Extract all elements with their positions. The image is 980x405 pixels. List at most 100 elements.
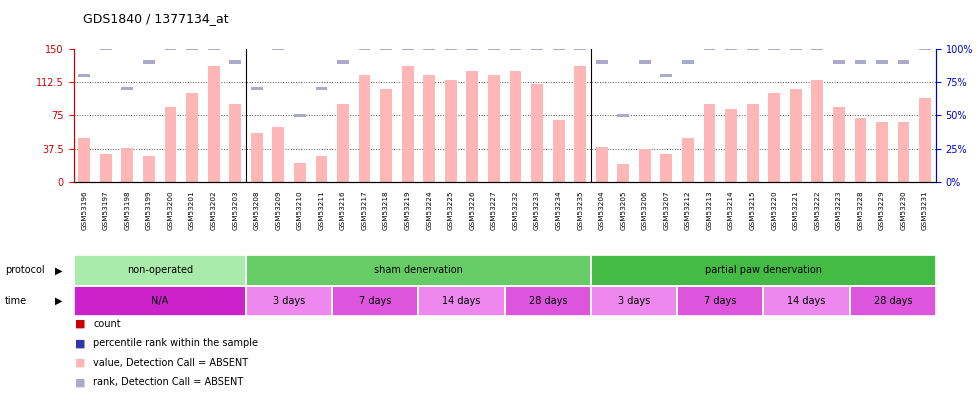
Bar <box>682 138 694 182</box>
Text: percentile rank within the sample: percentile rank within the sample <box>93 339 258 348</box>
Bar <box>466 47 478 50</box>
Bar <box>78 138 90 182</box>
Bar <box>747 47 759 50</box>
Text: 3 days: 3 days <box>618 296 650 306</box>
Bar <box>704 104 715 182</box>
Text: ■: ■ <box>75 358 86 368</box>
Text: 3 days: 3 days <box>273 296 305 306</box>
Bar <box>165 107 176 182</box>
Text: rank, Detection Call = ABSENT: rank, Detection Call = ABSENT <box>93 377 243 387</box>
Bar <box>617 114 629 117</box>
Bar <box>833 107 845 182</box>
Bar <box>294 163 306 182</box>
Bar <box>510 71 521 182</box>
Bar <box>229 60 241 64</box>
Bar <box>531 47 543 50</box>
Bar <box>251 133 263 182</box>
Text: 7 days: 7 days <box>359 296 392 306</box>
Bar <box>186 93 198 182</box>
Bar <box>337 104 349 182</box>
Bar <box>423 75 435 182</box>
Bar <box>876 122 888 182</box>
Bar <box>790 47 802 50</box>
Bar <box>811 47 823 50</box>
Text: ■: ■ <box>75 319 86 329</box>
Bar <box>488 47 500 50</box>
Bar <box>359 75 370 182</box>
Text: ■: ■ <box>75 339 86 348</box>
Bar <box>466 71 478 182</box>
Bar <box>100 47 112 50</box>
Bar <box>143 60 155 64</box>
Bar <box>531 84 543 182</box>
Bar <box>790 89 802 182</box>
Text: ■: ■ <box>75 377 86 387</box>
Bar <box>208 66 220 182</box>
Bar <box>596 147 608 182</box>
Text: protocol: protocol <box>5 265 44 275</box>
Bar <box>380 89 392 182</box>
Bar <box>316 156 327 182</box>
Bar <box>100 154 112 182</box>
Text: 7 days: 7 days <box>704 296 737 306</box>
Text: N/A: N/A <box>151 296 169 306</box>
Bar <box>553 47 564 50</box>
Bar <box>488 75 500 182</box>
Bar <box>445 47 457 50</box>
Bar <box>855 60 866 64</box>
Text: value, Detection Call = ABSENT: value, Detection Call = ABSENT <box>93 358 248 368</box>
Bar <box>574 47 586 50</box>
Bar <box>78 74 90 77</box>
Bar <box>272 47 284 50</box>
Text: time: time <box>5 296 27 306</box>
Bar <box>165 47 176 50</box>
Bar <box>510 47 521 50</box>
Text: 28 days: 28 days <box>528 296 567 306</box>
Bar <box>186 47 198 50</box>
Text: non-operated: non-operated <box>126 265 193 275</box>
Text: count: count <box>93 319 121 329</box>
Bar <box>617 164 629 182</box>
Bar <box>337 60 349 64</box>
Bar <box>122 87 133 90</box>
Bar <box>423 47 435 50</box>
Bar <box>833 60 845 64</box>
Bar <box>855 118 866 182</box>
Bar <box>682 60 694 64</box>
Bar <box>725 109 737 182</box>
Bar <box>596 60 608 64</box>
Text: 28 days: 28 days <box>873 296 912 306</box>
Bar <box>294 114 306 117</box>
Bar <box>272 127 284 182</box>
Bar <box>661 154 672 182</box>
Text: 14 days: 14 days <box>787 296 826 306</box>
Bar <box>639 60 651 64</box>
Bar <box>359 47 370 50</box>
Bar <box>639 149 651 182</box>
Bar <box>445 80 457 182</box>
Text: ▶: ▶ <box>55 296 63 306</box>
Bar <box>574 66 586 182</box>
Bar <box>919 98 931 182</box>
Bar <box>768 47 780 50</box>
Bar <box>898 60 909 64</box>
Bar <box>316 87 327 90</box>
Text: partial paw denervation: partial paw denervation <box>705 265 822 275</box>
Bar <box>402 66 414 182</box>
Bar <box>811 80 823 182</box>
Bar <box>704 47 715 50</box>
Bar <box>402 47 414 50</box>
Text: GDS1840 / 1377134_at: GDS1840 / 1377134_at <box>83 12 229 25</box>
Bar <box>122 148 133 182</box>
Bar <box>229 104 241 182</box>
Bar <box>876 60 888 64</box>
Text: ▶: ▶ <box>55 265 63 275</box>
Bar <box>725 47 737 50</box>
Bar <box>380 47 392 50</box>
Text: sham denervation: sham denervation <box>374 265 463 275</box>
Bar <box>898 122 909 182</box>
Bar <box>747 104 759 182</box>
Bar <box>208 47 220 50</box>
Bar <box>553 120 564 182</box>
Bar <box>768 93 780 182</box>
